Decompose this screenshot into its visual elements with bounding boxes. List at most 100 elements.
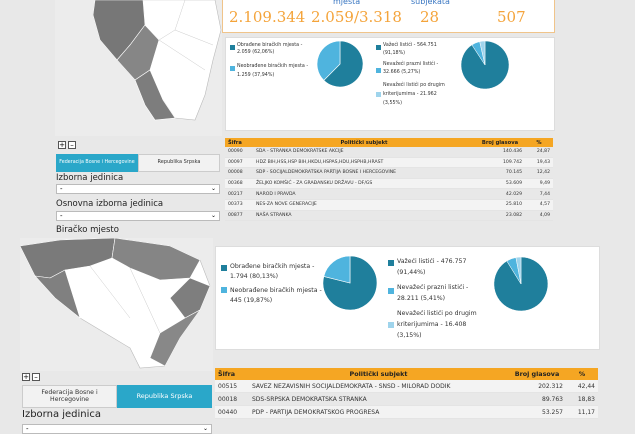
row-code: 00018 xyxy=(215,392,249,406)
table-row[interactable]: 00008 SDP - SOCIJALDEMOKRATSKA PARTIJA BO… xyxy=(225,167,553,179)
row-code: 00515 xyxy=(215,380,249,393)
col-code[interactable]: Šifra xyxy=(225,138,253,147)
fbih-biracko-label: Biračko mjesto xyxy=(56,225,119,235)
row-pct: 18,83 xyxy=(566,392,598,406)
row-subject: HDZ BIH,HSS,HSP BIH,HKDU,HSPAS,HDU,HSPHB… xyxy=(253,157,475,169)
rs-ballot-pie-other xyxy=(515,256,522,285)
table-row[interactable]: 00097 HDZ BIH,HSS,HSP BIH,HKDU,HSPAS,HDU,… xyxy=(225,157,553,169)
fbih-legend-other-value: kriterijumima - 21.962 xyxy=(383,92,437,97)
row-votes: 23.082 xyxy=(475,210,525,222)
fbih-turnout-pie xyxy=(316,40,364,88)
chevron-down-icon: ⌄ xyxy=(210,212,216,219)
col-pct[interactable]: % xyxy=(566,368,598,380)
row-code: 00008 xyxy=(225,167,253,179)
fbih-izborna-select-value: - xyxy=(60,185,63,193)
fbih-legend-unprocessed-swatch xyxy=(230,66,235,71)
rs-legend-other-value: kriterijumima - 16.408 xyxy=(397,321,467,328)
row-subject: SAVEZ NEZAVISNIH SOCIJALDEMOKRATA - SNSD… xyxy=(249,380,508,393)
fbih-osnovna-select-value: - xyxy=(60,212,63,220)
stat-polling-stations: 2.059/3.318 xyxy=(311,8,402,26)
fbih-izborna-select[interactable]: - ⌄ xyxy=(56,184,220,194)
fbih-results-table: Šifra Politički subjekt Broj glasova % 0… xyxy=(225,138,553,222)
table-row[interactable]: 00877 NAŠA STRANKA 23.082 4,09 xyxy=(225,210,553,222)
fbih-osnovna-select[interactable]: - ⌄ xyxy=(56,211,220,221)
fbih-ballot-pie xyxy=(460,40,510,90)
row-subject: SDP - SOCIJALDEMOKRATSKA PARTIJA BOSNE I… xyxy=(253,167,475,179)
rs-legend-valid-pct: (91,44%) xyxy=(397,269,426,276)
fbih-legend-valid-pct: (91,18%) xyxy=(383,51,406,56)
stat-candidates: 507 xyxy=(497,8,526,26)
rs-izborna-select[interactable]: - ⌄ xyxy=(22,424,212,434)
rs-map[interactable] xyxy=(20,238,213,371)
row-code: 00373 xyxy=(225,199,253,211)
row-subject: ŽELJKO KOMŠIĆ - ZA GRAĐANSKU DRŽAVU - DF… xyxy=(253,178,475,190)
col-code[interactable]: Šifra xyxy=(215,368,249,380)
rs-ballot-pie xyxy=(493,256,549,312)
rs-legend-other-swatch xyxy=(388,322,394,328)
fbih-tab-republika-srpska[interactable]: Republika Srpska xyxy=(138,154,220,172)
row-votes: 140.436 xyxy=(475,147,525,158)
fbih-legend-other-pct: (3,55%) xyxy=(383,101,402,106)
row-pct: 9,49 xyxy=(525,178,553,190)
row-pct: 4,09 xyxy=(525,210,553,222)
rs-tab-republika-srpska[interactable]: Republika Srpska xyxy=(117,385,212,408)
rs-legend-processed-swatch xyxy=(221,265,227,271)
fbih-osnovna-label: Osnovna izborna jedinica xyxy=(56,199,164,209)
rs-tab-federacija[interactable]: Federacija Bosne i Hercegovine xyxy=(22,385,117,408)
fbih-map[interactable] xyxy=(55,0,222,136)
row-code: 00217 xyxy=(225,188,253,200)
fbih-ballot-pie-valid xyxy=(460,40,510,90)
stat-subjects: 28 xyxy=(420,8,440,26)
row-subject: NES-ZA NOVE GENERACIJE xyxy=(253,199,475,211)
fbih-legend-processed-value: 2.059 (62,06%) xyxy=(237,50,275,55)
row-votes: 202.312 xyxy=(508,380,566,393)
col-pct[interactable]: % xyxy=(525,138,553,147)
col-subject[interactable]: Politički subjekt xyxy=(253,138,475,147)
row-votes: 25.810 xyxy=(475,199,525,211)
row-subject: NAŠA STRANKA xyxy=(253,210,475,222)
rs-zoom-out-button[interactable]: – xyxy=(32,373,40,381)
rs-legend-unprocessed-value: 445 (19,87%) xyxy=(230,297,273,304)
row-code: 00877 xyxy=(225,210,253,222)
rs-table-header: Šifra Politički subjekt Broj glasova % xyxy=(215,368,598,380)
table-row[interactable]: 00217 NAROD I PRAVDA 42.029 7,44 xyxy=(225,188,553,200)
summary-stats: mjesta subjekata 2.109.344 2.059/3.318 2… xyxy=(222,0,555,33)
fbih-zoom-in-button[interactable]: + xyxy=(58,141,66,149)
fbih-legend-valid-label: Važeći listići - 564.751 xyxy=(383,43,437,48)
stat-label-subjekata: subjekata xyxy=(411,0,450,6)
row-pct: 19,43 xyxy=(525,157,553,169)
rs-izborna-label: Izborna jedinica xyxy=(22,409,102,420)
row-votes: 89.763 xyxy=(508,392,566,406)
row-subject: SDS-SRPSKA DEMOKRATSKA STRANKA xyxy=(249,392,508,406)
rs-legend-valid-swatch xyxy=(388,260,394,266)
fbih-legend-unprocessed-value: 1.259 (37,94%) xyxy=(237,73,275,78)
stat-registered-voters: 2.109.344 xyxy=(229,8,306,26)
row-subject: NAROD I PRAVDA xyxy=(253,188,475,200)
rs-legend-processed-label: Obrađene biračkih mjesta - xyxy=(230,263,315,270)
row-votes: 70.145 xyxy=(475,167,525,179)
table-row[interactable]: 00090 SDA - STRANKA DEMOKRATSKE AKCIJE 140… xyxy=(225,147,553,158)
fbih-turnout-pie-processed xyxy=(323,40,364,88)
table-row[interactable]: 00018 SDS-SRPSKA DEMOKRATSKA STRANKA 89.76… xyxy=(215,392,598,406)
rs-legend-unprocessed-swatch xyxy=(221,287,227,293)
fbih-zoom-out-button[interactable]: – xyxy=(68,141,76,149)
fbih-ballot-pie-other xyxy=(479,40,486,66)
table-row[interactable]: 00373 NES-ZA NOVE GENERACIJE 25.810 4,57 xyxy=(225,199,553,211)
rs-legend-blank-swatch xyxy=(388,288,394,294)
fbih-tab-federacija[interactable]: Federacija Bosne i Hercegovine xyxy=(56,154,138,172)
table-row[interactable]: 00440 PDP - PARTIJA DEMOKRATSKOG PROGRESA… xyxy=(215,405,598,419)
col-subject[interactable]: Politički subjekt xyxy=(249,368,508,380)
row-code: 00097 xyxy=(225,157,253,169)
fbih-izborna-label: Izborna jedinica xyxy=(56,173,124,183)
fbih-legend-blank-swatch xyxy=(376,68,381,73)
table-row[interactable]: 00368 ŽELJKO KOMŠIĆ - ZA GRAĐANSKU DRŽAVU… xyxy=(225,178,553,190)
fbih-legend-processed-label: Obrađene biračkih mjesta - xyxy=(237,43,303,48)
row-votes: 53.257 xyxy=(508,405,566,419)
col-votes[interactable]: Broj glasova xyxy=(475,138,525,147)
rs-zoom-in-button[interactable]: + xyxy=(22,373,30,381)
table-row[interactable]: 00515 SAVEZ NEZAVISNIH SOCIJALDEMOKRATA -… xyxy=(215,380,598,393)
rs-results-table: Šifra Politički subjekt Broj glasova % 0… xyxy=(215,368,598,419)
fbih-charts-panel: Obrađene biračkih mjesta - 2.059 (62,06%… xyxy=(225,37,555,131)
col-votes[interactable]: Broj glasova xyxy=(508,368,566,380)
rs-legend-other-pct: (3,15%) xyxy=(397,332,422,339)
